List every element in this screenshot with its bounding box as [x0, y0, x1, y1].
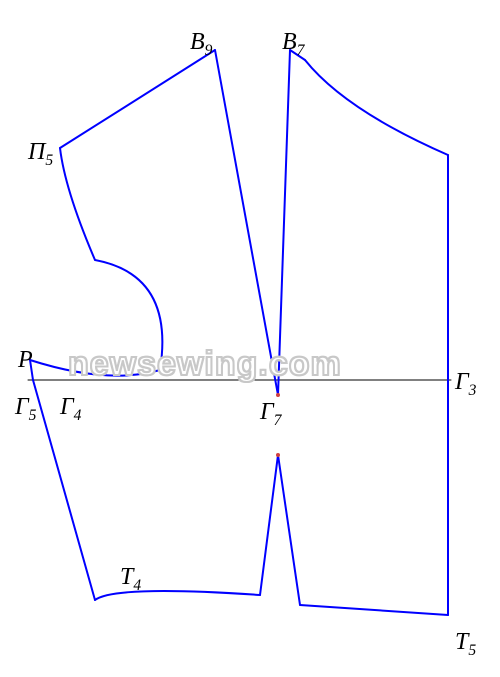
point-label-G7: Г7: [260, 400, 281, 428]
label-main: Г: [260, 399, 274, 425]
point-label-B9: В9: [190, 30, 212, 58]
label-main: В: [190, 29, 205, 55]
label-sub: 5: [45, 152, 53, 169]
label-main: Г: [15, 394, 29, 420]
label-main: Г: [60, 394, 74, 420]
label-main: В: [282, 29, 297, 55]
label-main: П: [28, 139, 45, 165]
point-label-P: Р: [18, 348, 33, 372]
point-label-G5: Г5: [15, 395, 36, 423]
point-label-G4: Г4: [60, 395, 81, 423]
label-sub: 7: [297, 42, 305, 59]
label-main: Т: [120, 564, 133, 590]
label-main: Г: [455, 369, 469, 395]
label-main: Т: [455, 629, 468, 655]
label-sub: 4: [74, 407, 82, 424]
point-label-P5: П5: [28, 140, 53, 168]
label-sub: 4: [133, 577, 141, 594]
point-label-B7: В7: [282, 30, 304, 58]
point-label-T4: Т4: [120, 565, 141, 593]
point-label-T5: Т5: [455, 630, 476, 658]
label-sub: 7: [274, 412, 282, 429]
label-sub: 9: [205, 42, 213, 59]
pattern-diagram: [0, 0, 500, 677]
point-label-G3: Г3: [455, 370, 476, 398]
label-main: Р: [18, 347, 33, 373]
label-sub: 5: [29, 407, 37, 424]
label-sub: 3: [469, 382, 477, 399]
label-sub: 5: [468, 642, 476, 659]
